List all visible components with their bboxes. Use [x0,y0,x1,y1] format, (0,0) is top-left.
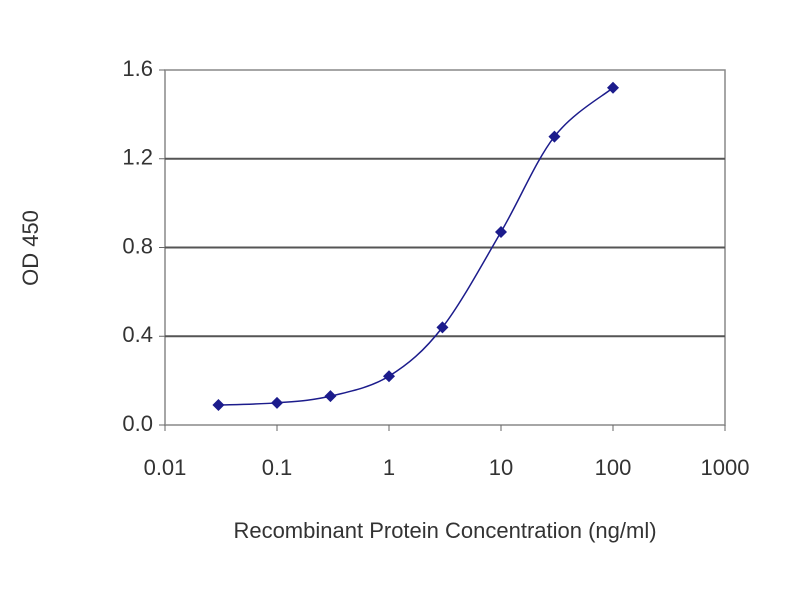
series-line [218,87,614,406]
y-tick-label: 0.0 [122,411,153,436]
y-tick-label: 0.8 [122,233,153,258]
x-tick-label: 1000 [701,455,750,480]
y-tick-label: 1.2 [122,145,153,170]
data-point [495,225,507,238]
x-tick-label: 0.1 [262,455,293,480]
data-point [607,81,619,94]
x-tick-label: 10 [489,455,513,480]
y-tick-label: 0.4 [122,322,153,347]
data-point [436,321,449,334]
y-tick-label: 1.6 [122,56,153,81]
data-point [324,390,337,403]
data-point [212,399,225,412]
data-point [271,396,283,409]
data-point [548,130,561,143]
y-axis-label: OD 450 [18,210,43,286]
x-tick-label: 1 [383,455,395,480]
x-tick-label: 100 [595,455,632,480]
data-point [383,370,395,383]
x-tick-label: 0.01 [144,455,187,480]
x-axis-label: Recombinant Protein Concentration (ng/ml… [233,518,656,543]
